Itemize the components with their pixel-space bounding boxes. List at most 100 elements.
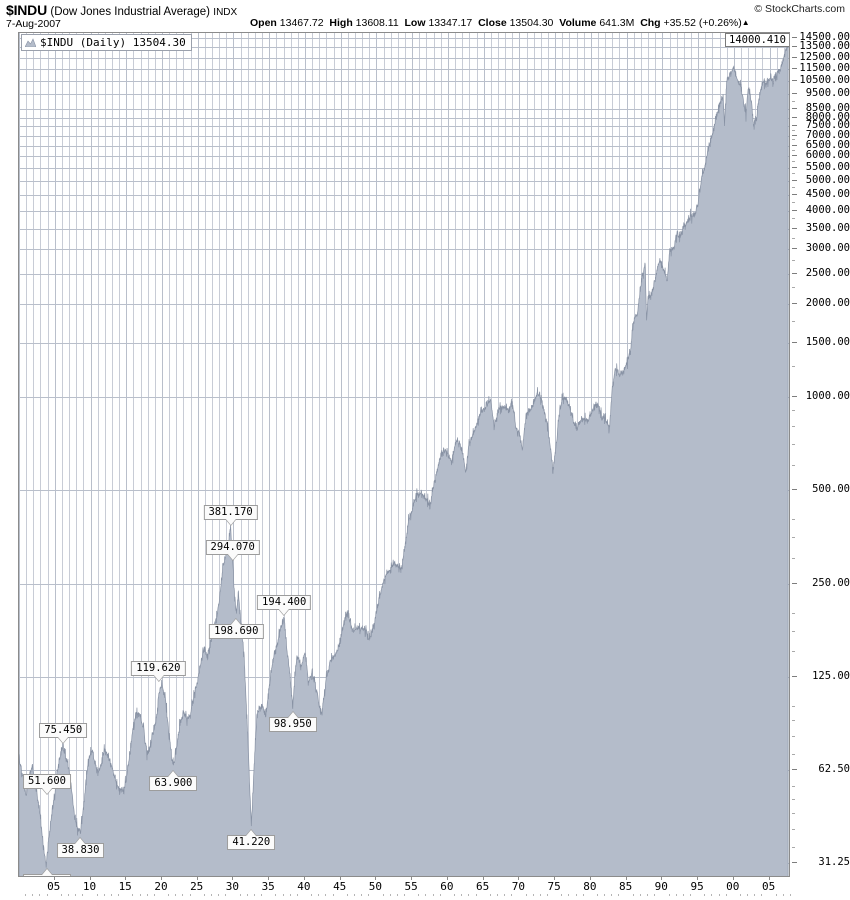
date-axis-minor-tick — [153, 894, 155, 896]
date-axis-minor-tick — [439, 894, 441, 896]
date-axis-minor-tick — [496, 894, 498, 896]
date-axis-tick — [697, 877, 699, 880]
price-axis-label: 5500.00 — [805, 160, 850, 173]
gridline-vertical — [312, 33, 314, 876]
gridline-horizontal — [19, 274, 789, 275]
price-axis-tick — [792, 209, 797, 211]
date-axis-minor-tick — [468, 894, 470, 896]
price-axis-tick — [792, 93, 797, 95]
price-annotation-pointer — [153, 674, 164, 681]
gridline-horizontal — [19, 167, 789, 169]
date-axis-minor-tick — [82, 894, 84, 896]
volume-label: Volume — [559, 17, 597, 29]
price-annotation: 294.070 — [205, 539, 287, 560]
gridline-horizontal — [19, 210, 789, 212]
gridline-horizontal — [19, 180, 789, 182]
date-axis-label: 40 — [297, 880, 311, 893]
price-axis-minor-tick — [792, 201, 795, 203]
price-plot-area[interactable]: 51.600 30.880 75.450 38.830 119.620 63.900 381… — [18, 32, 790, 877]
date-axis-tick — [232, 877, 234, 880]
date-axis-minor-tick — [611, 894, 613, 896]
date-axis-minor-tick — [675, 894, 677, 896]
price-axis-minor-tick — [792, 813, 795, 815]
change-label: Chg — [640, 17, 661, 29]
gridline-horizontal — [19, 117, 789, 119]
gridline-vertical — [233, 33, 235, 876]
date-axis-minor-tick — [396, 894, 398, 896]
gridline-vertical — [219, 33, 221, 876]
date-axis-tick — [554, 877, 556, 880]
gridline-vertical — [347, 33, 349, 876]
price-annotation-label: 38.830 — [56, 838, 105, 858]
date-axis-minor-tick — [775, 894, 777, 896]
price-axis-minor-tick — [792, 237, 795, 239]
price-axis-tick — [792, 273, 797, 274]
gridline-vertical — [262, 33, 263, 876]
price-axis-minor-tick — [792, 786, 795, 788]
price-annotation-label: 198.690 — [209, 618, 264, 639]
price-axis-tick — [792, 116, 797, 118]
price-axis-tick — [792, 769, 797, 770]
price-annotation: 38.830 — [56, 838, 129, 858]
price-axis-minor-tick — [792, 829, 795, 830]
gridline-vertical — [390, 33, 392, 876]
price-axis-minor-tick — [792, 287, 795, 289]
open-value: 13467.72 — [279, 17, 324, 29]
last-price-flag: 14000.410 — [725, 33, 789, 47]
price-annotation-pointer — [227, 553, 238, 560]
gridline-vertical — [97, 33, 99, 876]
quote-date: 7-Aug-2007 — [6, 18, 61, 30]
price-axis-label: 500.00 — [812, 483, 850, 496]
price-annotation-label: 294.070 — [205, 539, 260, 560]
date-axis-minor-tick — [511, 894, 513, 896]
date-axis-minor-tick — [489, 894, 491, 896]
date-axis-tick — [411, 877, 413, 880]
date-axis-minor-tick — [711, 894, 713, 896]
gridline-vertical — [283, 33, 285, 876]
price-axis-minor-tick — [792, 537, 795, 539]
gridline-horizontal — [19, 94, 789, 96]
gridline-vertical — [362, 33, 364, 876]
gridline-vertical — [26, 33, 28, 876]
date-axis-minor-tick — [361, 894, 363, 896]
date-axis-label: 30 — [225, 880, 240, 893]
date-axis-tick — [625, 877, 627, 880]
gridline-vertical — [333, 33, 335, 876]
date-axis-minor-tick — [604, 894, 606, 896]
price-axis-minor-tick — [792, 705, 795, 707]
price-axis-tick — [792, 396, 797, 398]
gridline-vertical — [162, 33, 163, 876]
date-axis-minor-tick — [432, 894, 434, 896]
date-axis-tick — [768, 877, 770, 880]
price-axis-tick — [792, 46, 797, 48]
date-axis-minor-tick — [539, 894, 541, 896]
date-axis-label: 10 — [82, 880, 97, 893]
price-axis-tick — [792, 489, 797, 491]
gridline-vertical — [226, 33, 228, 876]
price-axis-minor-tick — [792, 519, 795, 521]
price-axis-minor-tick — [792, 630, 795, 632]
date-axis-minor-tick — [253, 894, 255, 896]
price-annotation: 194.400 — [257, 595, 338, 616]
date-axis-minor-tick — [60, 894, 62, 896]
gridline-horizontal — [19, 342, 789, 344]
price-annotation-pointer — [287, 712, 298, 719]
gridline-vertical — [69, 33, 70, 876]
date-axis-minor-tick — [346, 894, 348, 896]
date-axis-minor-tick — [454, 894, 455, 896]
date-axis-minor-tick — [39, 894, 41, 896]
date-axis-minor-tick — [668, 894, 670, 896]
date-axis-label: 95 — [690, 880, 704, 893]
price-annotation: 51.600 — [23, 773, 95, 794]
price-axis-minor-tick — [792, 426, 795, 428]
area-chart-icon — [25, 38, 36, 47]
date-axis-label: 55 — [404, 880, 418, 893]
gridline-vertical — [119, 33, 121, 876]
price-axis-label: 14500.00 — [799, 30, 850, 43]
gridline-vertical — [133, 33, 135, 876]
price-axis-tick — [792, 80, 797, 81]
date-axis-label: 05 — [761, 880, 776, 893]
gridline-vertical — [47, 33, 49, 876]
date-axis-minor-tick — [139, 894, 141, 896]
open-label: Open — [250, 17, 277, 29]
